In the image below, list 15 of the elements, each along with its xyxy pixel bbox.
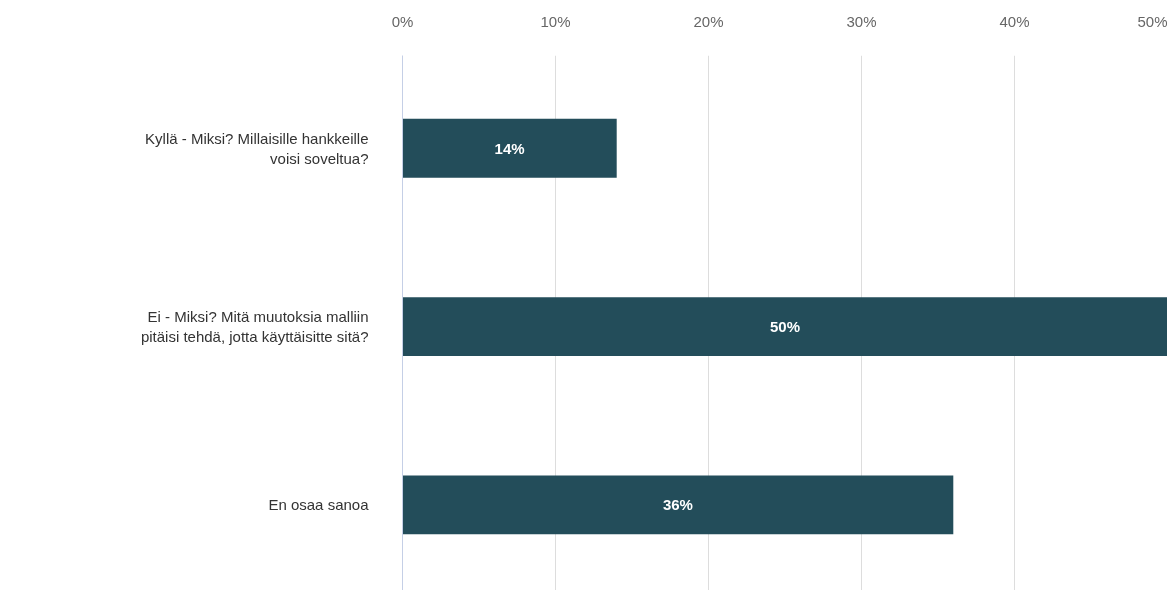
data-label: 14%: [494, 139, 525, 157]
y-tick-label: En osaa sanoa: [268, 496, 370, 514]
bar: [402, 475, 954, 535]
data-label: 50%: [769, 318, 801, 336]
bar: [402, 118, 617, 178]
y-tick-label: Kyllä - Miksi? Millaisille hankkeille voisi soveltua?: [145, 129, 369, 167]
data-label: 36%: [662, 496, 693, 514]
y-tick-label: Ei - Miksi? Mitä muutoksia malliin pitäisi tehdä, jotta käyttäisitte sitä?: [140, 307, 369, 346]
x-tick-label: 40%: [999, 12, 1030, 30]
x-tick-label: 50%: [1137, 12, 1167, 30]
x-tick-label: 0%: [391, 12, 414, 30]
x-tick-label: 20%: [693, 12, 724, 30]
x-tick-label: 10%: [540, 12, 571, 30]
bar: [402, 297, 1167, 356]
x-tick-label: 30%: [846, 12, 877, 30]
